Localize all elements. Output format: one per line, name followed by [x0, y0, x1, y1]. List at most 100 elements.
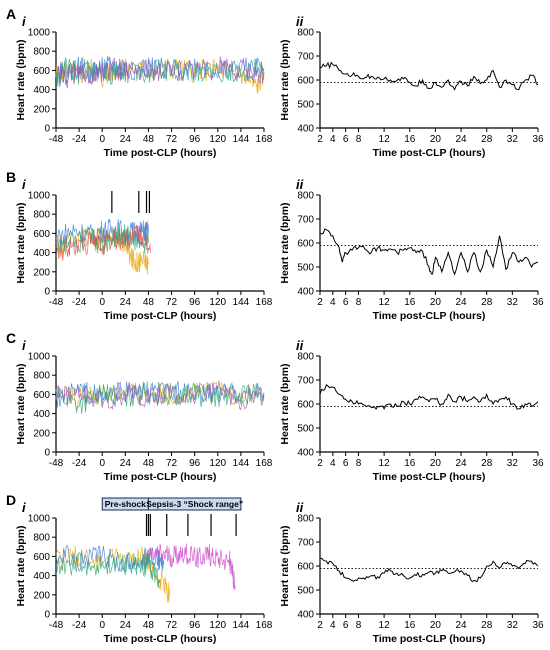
chart-D-i: 0 200 400 600 800 1000 -48 -24 0 24 48 72 96 120 144 16…: [15, 497, 273, 645]
x-tick-label: 2: [317, 620, 323, 631]
x-tick-label: 32: [507, 458, 519, 469]
y-tick-label: 700: [297, 215, 314, 226]
y-tick-label: 400: [33, 409, 50, 420]
x-tick-label: 20: [430, 297, 442, 308]
x-axis-title: Time post-CLP (hours): [373, 471, 486, 483]
x-tick-label: -24: [72, 620, 87, 631]
y-tick-label: 600: [33, 229, 50, 240]
y-tick-label: 1000: [28, 191, 51, 202]
x-tick-label: 96: [189, 458, 201, 469]
x-tick-label: 20: [430, 620, 442, 631]
x-tick-label: 24: [455, 134, 467, 145]
y-tick-label: 200: [33, 267, 50, 278]
x-tick-label: 24: [120, 297, 132, 308]
y-axis-title: Heart rate (bpm): [279, 363, 291, 444]
y-tick-label: 400: [297, 287, 314, 298]
y-axis-title: Heart rate (bpm): [15, 202, 27, 283]
x-tick-label: 36: [532, 620, 544, 631]
series-trace: [55, 56, 265, 89]
x-tick-label: 48: [143, 458, 155, 469]
series-trace: [55, 381, 265, 410]
x-tick-label: 168: [256, 458, 273, 469]
y-tick-label: 800: [297, 191, 314, 202]
y-tick-label: 800: [297, 352, 314, 363]
x-tick-label: 72: [166, 134, 178, 145]
panel-letter: A: [6, 6, 16, 22]
y-tick-label: 800: [297, 28, 314, 39]
x-tick-label: 0: [99, 458, 105, 469]
panel-letter: B: [6, 169, 16, 185]
y-tick-label: 1000: [28, 28, 51, 39]
y-tick-label: 400: [297, 124, 314, 135]
x-axis-title: Time post-CLP (hours): [373, 147, 486, 159]
x-tick-label: 24: [455, 458, 467, 469]
series-line: [319, 557, 539, 583]
x-axis-title: Time post-CLP (hours): [104, 471, 217, 483]
x-tick-label: 168: [256, 134, 273, 145]
y-tick-label: 800: [33, 371, 50, 382]
y-tick-label: 0: [44, 287, 50, 298]
x-tick-label: 12: [379, 297, 391, 308]
y-tick-label: 400: [33, 248, 50, 259]
x-tick-label: 168: [256, 620, 273, 631]
x-tick-label: 144: [233, 620, 250, 631]
y-tick-label: 800: [33, 533, 50, 544]
x-tick-label: 168: [256, 297, 273, 308]
chart-A-i: 0 200 400 600 800 1000 -48 -24 0 24 48 72 96 120 144 16…: [15, 28, 273, 160]
y-tick-label: 500: [297, 263, 314, 274]
y-tick-label: 600: [33, 390, 50, 401]
x-tick-label: -48: [49, 620, 64, 631]
y-tick-label: 200: [33, 104, 50, 115]
x-tick-label: 16: [404, 620, 416, 631]
x-tick-label: 4: [330, 620, 336, 631]
sub-letter-ii: ii: [296, 14, 304, 29]
x-tick-label: 72: [166, 297, 178, 308]
x-tick-label: 4: [330, 458, 336, 469]
y-axis-title: Heart rate (bpm): [279, 39, 291, 120]
y-tick-label: 200: [33, 428, 50, 439]
x-tick-label: -48: [49, 297, 64, 308]
y-tick-label: 600: [297, 239, 314, 250]
panel-letter: D: [6, 492, 16, 508]
x-tick-label: 36: [532, 297, 544, 308]
y-tick-label: 0: [44, 448, 50, 459]
y-tick-label: 600: [33, 66, 50, 77]
x-tick-label: 8: [356, 297, 362, 308]
x-tick-label: 144: [233, 458, 250, 469]
x-tick-label: 24: [455, 620, 467, 631]
x-axis-title: Time post-CLP (hours): [104, 147, 217, 159]
x-tick-label: 8: [356, 134, 362, 145]
series-trace: [55, 545, 170, 603]
y-tick-label: 400: [33, 85, 50, 96]
x-tick-label: 28: [481, 297, 493, 308]
series-trace: [55, 381, 265, 414]
series-trace: [55, 551, 161, 588]
y-tick-label: 700: [297, 538, 314, 549]
chart-C-i: 0 200 400 600 800 1000 -48 -24 0 24 48 72 96 120 144 16…: [15, 352, 273, 484]
annotation-box: [147, 497, 242, 511]
x-tick-label: 72: [166, 458, 178, 469]
x-tick-label: 6: [343, 620, 349, 631]
y-axis-title: Heart rate (bpm): [15, 39, 27, 120]
x-tick-label: 8: [356, 458, 362, 469]
y-axis-title: Heart rate (bpm): [15, 363, 27, 444]
y-tick-label: 600: [297, 76, 314, 87]
x-tick-label: 20: [430, 134, 442, 145]
x-tick-label: 28: [481, 620, 493, 631]
sub-letter-i: i: [22, 500, 26, 515]
x-tick-label: 4: [330, 134, 336, 145]
x-tick-label: 12: [379, 620, 391, 631]
y-tick-label: 1000: [28, 352, 51, 363]
x-axis-title: Time post-CLP (hours): [104, 633, 217, 645]
y-tick-label: 700: [297, 376, 314, 387]
y-tick-label: 800: [33, 47, 50, 58]
x-axis-title: Time post-CLP (hours): [373, 310, 486, 322]
sub-letter-ii: ii: [296, 500, 304, 515]
y-tick-label: 500: [297, 586, 314, 597]
y-axis-title: Heart rate (bpm): [15, 525, 27, 606]
x-tick-label: 32: [507, 297, 519, 308]
series-trace: [148, 543, 236, 591]
x-tick-label: 48: [143, 620, 155, 631]
x-tick-label: 16: [404, 458, 416, 469]
